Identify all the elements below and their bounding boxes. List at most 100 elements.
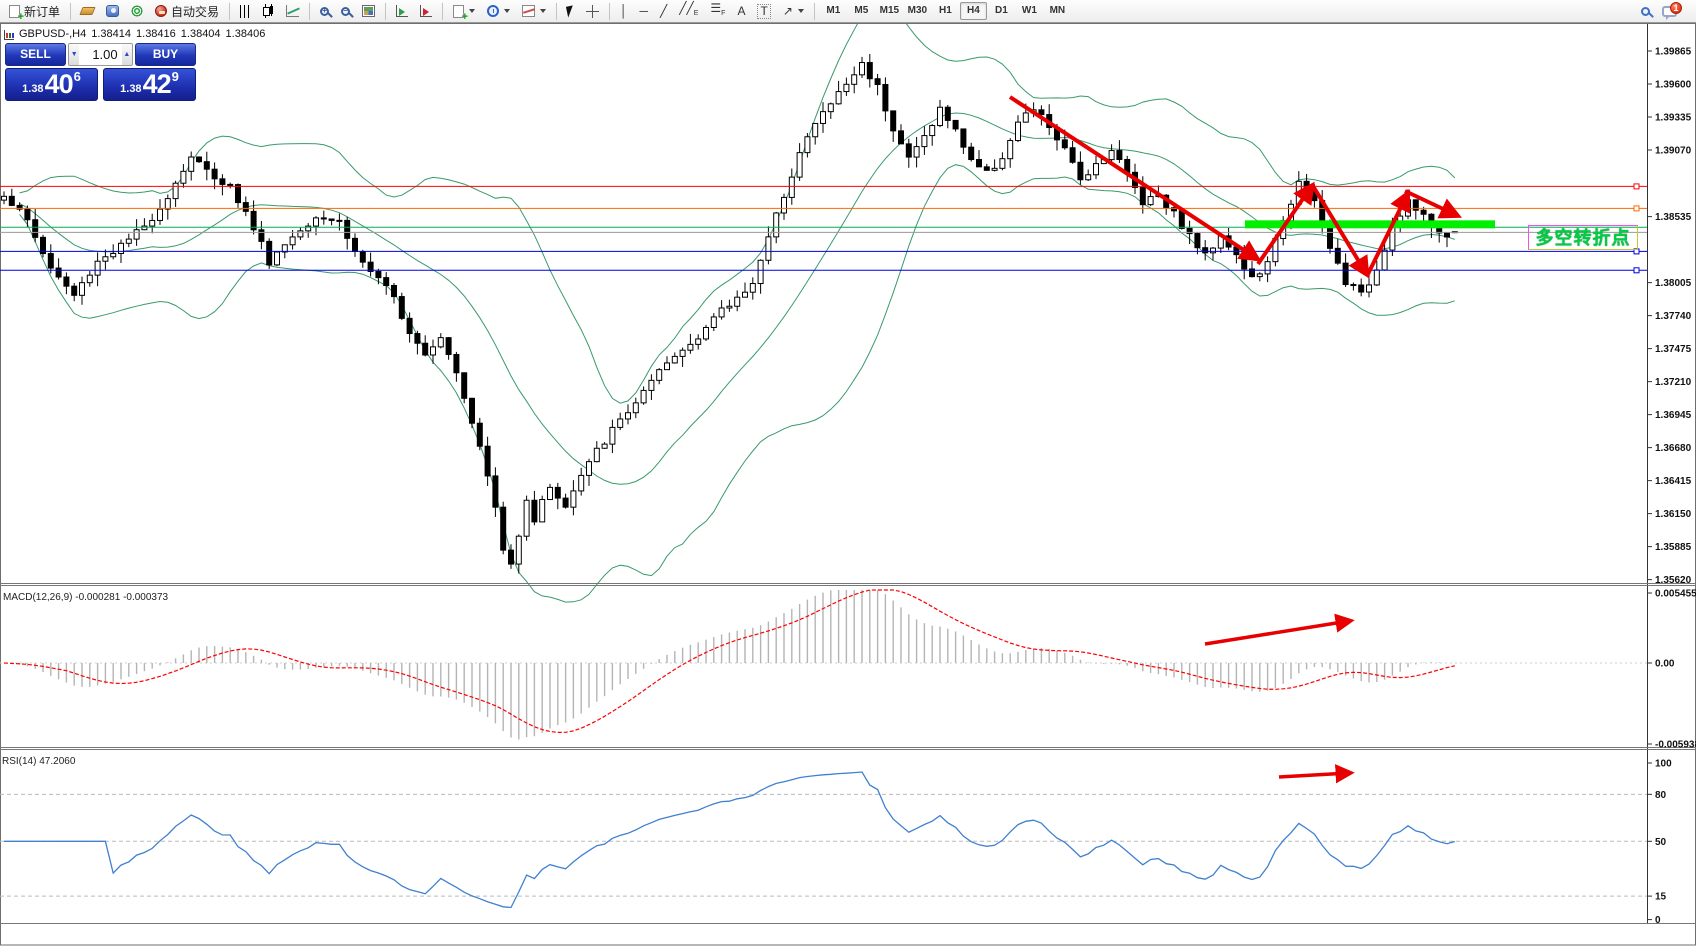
trendline-tool[interactable]: ╱: [655, 1, 672, 21]
indicators-dropdown[interactable]: [517, 1, 551, 21]
axis-label: 15: [1655, 892, 1667, 903]
auto-scroll-button[interactable]: [391, 1, 413, 21]
trendline-icon: ╱: [660, 3, 668, 18]
trend-arrow[interactable]: [1256, 181, 1315, 266]
rsi-label: RSI(14) 47.2060: [2, 756, 76, 767]
main-toolbar: 新订单 自动交易 │ ─ ╱ ╱╱ ☰ A T ↗ M1 M5 M15 M30 H1 H4…: [0, 0, 1696, 23]
line-handle[interactable]: [1633, 205, 1640, 212]
timeframe-MN[interactable]: MN: [1049, 5, 1066, 16]
bar-chart-button[interactable]: [235, 1, 256, 21]
timeframe-H1[interactable]: H1: [938, 5, 952, 16]
timeframe-M30[interactable]: M30: [907, 5, 928, 16]
crosshair-icon: [586, 4, 600, 18]
axis-label: 80: [1655, 790, 1667, 801]
profile-button[interactable]: [101, 1, 124, 21]
vertical-line-tool[interactable]: │: [615, 1, 633, 21]
volume-increase-button[interactable]: ▲: [121, 44, 132, 65]
signal-icon: [131, 5, 144, 17]
auto-trading-label: 自动交易: [171, 4, 220, 19]
zoom-in-button[interactable]: [315, 1, 334, 21]
periods-dropdown[interactable]: [482, 1, 515, 21]
fibonacci-tool[interactable]: ☰: [705, 1, 730, 21]
macd-histogram: [11, 590, 1456, 740]
signal-button[interactable]: [126, 1, 148, 21]
axis-label: 1.36945: [1655, 410, 1692, 421]
timeframe-M15[interactable]: M15: [879, 5, 900, 16]
chart-shift-button[interactable]: [415, 1, 437, 21]
buy-price-big: 42: [142, 69, 172, 99]
new-order-button[interactable]: 新订单: [4, 1, 65, 23]
ohlc-close: 1.38406: [225, 28, 266, 40]
bollinger-band: [19, 1, 1456, 404]
line-chart-button[interactable]: [281, 1, 304, 21]
axis-label: 0.00: [1655, 659, 1675, 670]
line-handle[interactable]: [1633, 248, 1640, 255]
new-chart-icon: [453, 4, 468, 23]
trend-arrow[interactable]: [1366, 189, 1411, 275]
new-chart-dropdown[interactable]: [448, 1, 480, 23]
ohlc-high: 1.38416: [136, 28, 176, 40]
eraser-icon: [79, 7, 96, 15]
axis-label: 1.37210: [1655, 377, 1692, 388]
auto-trading-button[interactable]: 自动交易: [150, 1, 224, 21]
turning-point-label[interactable]: 多空转折点: [1528, 225, 1638, 250]
crosshair-tool-button[interactable]: [581, 1, 604, 21]
timeframe-M1[interactable]: M1: [826, 5, 841, 16]
chevron-down-icon: [540, 9, 547, 13]
search-button[interactable]: [1636, 1, 1655, 21]
sell-price-display[interactable]: 1.38 40 6: [5, 68, 98, 101]
toolbar-separator: [556, 2, 558, 20]
axis-label: 1.39865: [1655, 47, 1692, 58]
cursor-tool-button[interactable]: [562, 1, 579, 21]
line-handle[interactable]: [1633, 183, 1640, 190]
highlight-zone[interactable]: [1245, 220, 1495, 229]
line-chart-icon: [286, 5, 300, 17]
axis-label: 1.36150: [1655, 509, 1692, 520]
arrows-tool-dropdown[interactable]: ↗: [778, 1, 809, 21]
vertical-line-icon: │: [620, 3, 628, 18]
axis-label: 1.38005: [1655, 278, 1692, 289]
buy-price-display[interactable]: 1.38 42 9: [103, 68, 196, 101]
sell-button[interactable]: SELL: [5, 43, 66, 66]
candlestick-chart-button[interactable]: [258, 1, 279, 21]
trend-arrow[interactable]: [1008, 95, 1262, 262]
trend-arrow[interactable]: [1404, 189, 1462, 219]
notifications-button[interactable]: 1: [1657, 1, 1682, 21]
toolbar-separator: [229, 2, 231, 20]
volume-input[interactable]: [79, 44, 122, 65]
timeframe-M5[interactable]: M5: [854, 5, 869, 16]
trend-arrow[interactable]: [1311, 184, 1370, 279]
buy-button[interactable]: BUY: [135, 43, 196, 66]
chevron-down-icon: [469, 9, 476, 13]
bar-chart-icon: [240, 4, 252, 18]
line-handle[interactable]: [1633, 267, 1640, 274]
volume-decrease-button[interactable]: ▼: [69, 44, 80, 65]
trend-arrow-macd[interactable]: [1204, 613, 1355, 646]
timeframe-H4[interactable]: H4: [959, 2, 987, 20]
candlestick-icon: [263, 4, 274, 18]
tile-windows-button[interactable]: [357, 1, 380, 21]
axis-label: -0.005938: [1655, 740, 1696, 751]
new-order-icon: [9, 4, 24, 23]
axis-label: 1.37740: [1655, 311, 1692, 322]
text-tool[interactable]: A: [732, 1, 750, 21]
buy-price-prefix: 1.38: [120, 83, 142, 95]
axis-label: 50: [1655, 837, 1667, 848]
ohlc-open: 1.38414: [91, 28, 132, 40]
toolbar-separator: [385, 2, 387, 20]
timeframe-D1[interactable]: D1: [994, 5, 1008, 16]
toolbar-separator: [309, 2, 311, 20]
toolbar-separator: [813, 2, 815, 20]
axis-label: 0: [1655, 915, 1661, 926]
label-tool[interactable]: T: [752, 1, 775, 21]
axis-label: 0.005455: [1655, 589, 1696, 600]
channel-tool[interactable]: ╱╱: [674, 1, 703, 21]
axis-label: 1.35885: [1655, 542, 1692, 553]
zoom-out-button[interactable]: [336, 1, 355, 21]
eraser-button[interactable]: [76, 1, 99, 21]
trend-arrow-rsi[interactable]: [1278, 764, 1355, 784]
horizontal-line-tool[interactable]: ─: [635, 1, 654, 21]
timeframe-W1[interactable]: W1: [1021, 5, 1037, 16]
